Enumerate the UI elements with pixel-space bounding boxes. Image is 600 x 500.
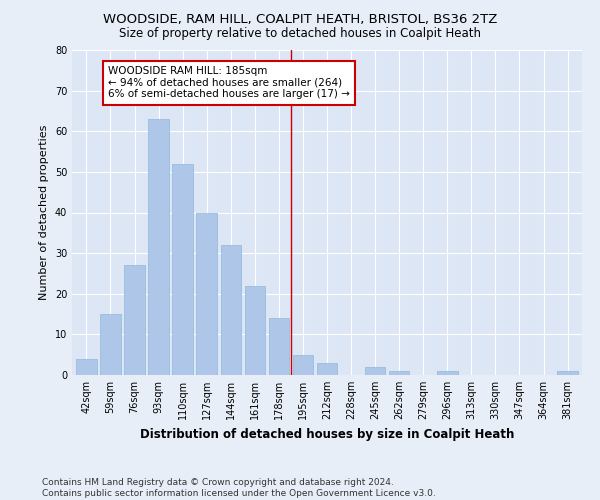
- Bar: [221, 245, 241, 375]
- Bar: [100, 314, 121, 375]
- Y-axis label: Number of detached properties: Number of detached properties: [39, 125, 49, 300]
- Bar: [124, 266, 145, 375]
- X-axis label: Distribution of detached houses by size in Coalpit Heath: Distribution of detached houses by size …: [140, 428, 514, 440]
- Text: Contains HM Land Registry data © Crown copyright and database right 2024.
Contai: Contains HM Land Registry data © Crown c…: [42, 478, 436, 498]
- Bar: [245, 286, 265, 375]
- Text: WOODSIDE, RAM HILL, COALPIT HEATH, BRISTOL, BS36 2TZ: WOODSIDE, RAM HILL, COALPIT HEATH, BRIST…: [103, 12, 497, 26]
- Bar: [389, 371, 409, 375]
- Bar: [557, 371, 578, 375]
- Bar: [76, 359, 97, 375]
- Bar: [437, 371, 458, 375]
- Bar: [172, 164, 193, 375]
- Bar: [148, 119, 169, 375]
- Bar: [269, 318, 289, 375]
- Bar: [293, 354, 313, 375]
- Bar: [196, 212, 217, 375]
- Bar: [317, 363, 337, 375]
- Text: WOODSIDE RAM HILL: 185sqm
← 94% of detached houses are smaller (264)
6% of semi-: WOODSIDE RAM HILL: 185sqm ← 94% of detac…: [108, 66, 350, 100]
- Bar: [365, 367, 385, 375]
- Text: Size of property relative to detached houses in Coalpit Heath: Size of property relative to detached ho…: [119, 28, 481, 40]
